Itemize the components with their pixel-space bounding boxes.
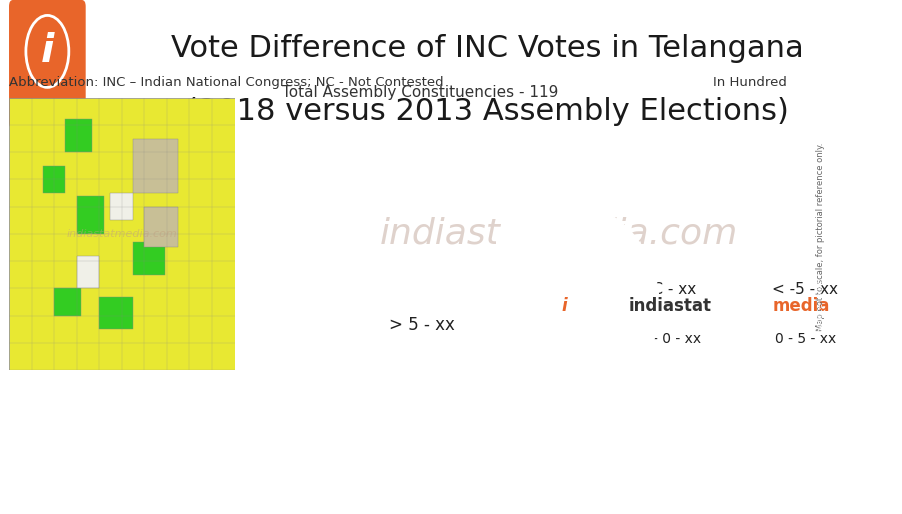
Bar [99, 297, 133, 329]
Text: Total Assembly Constituencies - 119: Total Assembly Constituencies - 119 [282, 85, 558, 100]
Text: < -5 - xx: < -5 - xx [772, 282, 839, 297]
Bar [111, 193, 133, 220]
Text: -5 - 0 - xx: -5 - 0 - xx [635, 332, 701, 346]
Bar [54, 288, 81, 316]
Text: indiastatmedia.com: indiastatmedia.com [380, 217, 739, 251]
Text: Vote Difference of INC Votes in Telangana: Vote Difference of INC Votes in Telangan… [170, 34, 804, 63]
Bar [43, 166, 65, 193]
Text: In Hundred: In Hundred [713, 76, 787, 89]
Bar [77, 255, 99, 288]
Text: indiastat: indiastat [629, 297, 712, 315]
Text: indiastatmedia.com: indiastatmedia.com [67, 229, 177, 239]
Text: NC - xx: NC - xx [640, 282, 695, 297]
Bar [77, 196, 104, 234]
Text: > 5 - xx: > 5 - xx [389, 316, 455, 334]
Bar [133, 138, 179, 193]
Text: Source : xxx: Source : xxx [816, 280, 825, 332]
Text: i: i [561, 297, 567, 315]
Text: Map not to scale, for pictorial reference only.: Map not to scale, for pictorial referenc… [816, 142, 825, 331]
Text: media: media [773, 297, 830, 315]
FancyBboxPatch shape [9, 0, 86, 128]
Circle shape [470, 201, 659, 410]
Text: i: i [41, 32, 54, 70]
Bar [133, 242, 165, 274]
Bar [144, 207, 178, 247]
Bar [65, 119, 92, 152]
Text: Abbreviation: INC – Indian National Congress; NC - Not Contested: Abbreviation: INC – Indian National Cong… [9, 76, 444, 89]
Text: (2018 versus 2013 Assembly Elections): (2018 versus 2013 Assembly Elections) [186, 97, 788, 125]
Text: 0 - 5 - xx: 0 - 5 - xx [775, 332, 836, 346]
